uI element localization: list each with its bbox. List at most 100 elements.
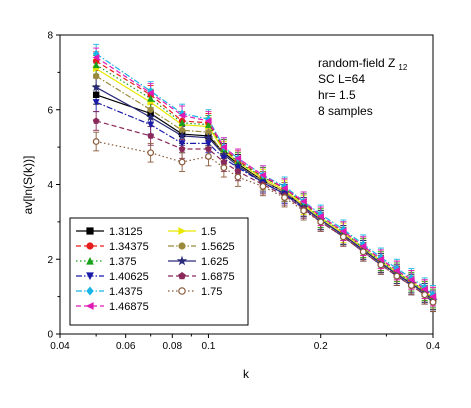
data-point-9-6 xyxy=(259,182,267,190)
data-point-10-7 xyxy=(280,184,288,192)
data-point-0-0 xyxy=(92,91,100,98)
data-point-10-15 xyxy=(420,285,428,293)
y-tick-label-0: 0 xyxy=(47,330,53,341)
data-point-10-12 xyxy=(377,255,385,263)
data-point-10-9 xyxy=(317,212,324,220)
svg-text:random-field Z12: random-field Z 12 xyxy=(318,56,408,72)
legend-marker-6 xyxy=(86,272,94,281)
legend-label-2: 1.34375 xyxy=(109,241,149,253)
x-tick-label-4: 0.2 xyxy=(314,341,328,352)
data-point-5-1 xyxy=(145,112,156,122)
series-markers xyxy=(91,49,438,306)
legend-label-1: 1.5 xyxy=(201,226,216,238)
data-point-10-5 xyxy=(234,154,242,162)
x-axis-label: k xyxy=(243,367,250,381)
x-tick-label-1: 0.06 xyxy=(116,341,136,352)
data-point-10-11 xyxy=(359,242,367,250)
annotation-line1-subscript: 12 xyxy=(398,63,407,72)
legend-marker-7 xyxy=(178,271,186,280)
data-point-9-12 xyxy=(377,261,385,269)
y-tick-label-2: 4 xyxy=(47,180,53,191)
annotation-line2: SC L=64 xyxy=(318,72,365,86)
legend-label-0: 1.3125 xyxy=(109,226,143,238)
data-point-9-11 xyxy=(359,248,367,256)
data-point-10-14 xyxy=(407,276,415,284)
data-point-10-10 xyxy=(339,227,347,235)
data-point-7-1 xyxy=(147,132,155,139)
x-tick-label-5: 0.4 xyxy=(426,341,440,352)
data-point-10-4 xyxy=(220,143,228,151)
legend: 1.3125 1.5 1.34375 1.5625 1.375 1.625 1.40625 1… xyxy=(69,217,249,326)
annotation-line4: 8 samples xyxy=(318,104,373,118)
data-point-9-5 xyxy=(234,173,242,181)
legend-label-7: 1.6875 xyxy=(201,271,235,283)
data-point-6-0 xyxy=(92,99,100,106)
data-point-6-5 xyxy=(234,164,242,172)
legend-marker-9 xyxy=(178,287,186,295)
data-point-9-2 xyxy=(178,158,186,166)
annotation-line3: hr= 1.5 xyxy=(318,88,356,102)
data-point-9-1 xyxy=(147,149,155,157)
data-point-7-0 xyxy=(92,117,100,124)
data-point-10-16 xyxy=(429,293,437,301)
annotation-block: random-field Z 12 SC L=64 hr= 1.5 8 sampl… xyxy=(318,56,408,118)
legend-marker-2 xyxy=(86,242,94,250)
data-point-6-2 xyxy=(178,140,186,148)
data-point-9-15 xyxy=(421,291,429,299)
series-line-7 xyxy=(95,120,434,303)
legend-label-3: 1.5625 xyxy=(201,241,235,253)
data-point-7-3 xyxy=(205,145,212,152)
data-point-5-3 xyxy=(203,132,214,142)
data-point-9-16 xyxy=(429,298,437,306)
legend-marker-0 xyxy=(86,227,94,235)
data-point-9-10 xyxy=(339,233,347,241)
data-point-6-3 xyxy=(204,140,212,148)
y-tick-label-4: 8 xyxy=(47,31,53,42)
legend-box xyxy=(69,217,249,326)
legend-marker-1 xyxy=(178,227,187,235)
x-ticks: 0.04 0.06 0.08 0.1 0.2 0.4 xyxy=(50,334,440,352)
data-point-7-2 xyxy=(178,145,186,152)
legend-marker-5 xyxy=(176,255,188,266)
legend-label-5: 1.625 xyxy=(201,256,229,268)
data-point-4-0 xyxy=(92,61,100,69)
series-line-8 xyxy=(95,53,434,296)
x-tick-label-3: 0.1 xyxy=(201,341,215,352)
legend-marker-8 xyxy=(86,286,94,296)
data-point-4-2 xyxy=(178,119,186,127)
data-point-10-13 xyxy=(393,267,401,274)
legend-marker-4 xyxy=(86,256,94,265)
data-point-4-3 xyxy=(204,121,212,128)
data-point-9-7 xyxy=(281,194,288,201)
legend-marker-3 xyxy=(178,242,186,250)
data-point-10-8 xyxy=(299,197,307,205)
y-axis-label: av[ln(S(k))] xyxy=(21,156,35,215)
annotation-line1: random-field Z xyxy=(318,56,395,70)
y-tick-label-3: 6 xyxy=(47,105,53,116)
data-point-9-8 xyxy=(300,207,308,215)
data-point-3-1 xyxy=(147,106,154,113)
data-point-5-2 xyxy=(177,130,187,140)
legend-label-10: 1.46875 xyxy=(109,301,149,313)
data-point-3-0 xyxy=(92,72,100,80)
data-point-5-0 xyxy=(91,82,101,92)
data-point-10-3 xyxy=(204,117,212,125)
data-point-10-6 xyxy=(259,171,267,179)
data-point-6-1 xyxy=(147,121,155,129)
data-point-9-3 xyxy=(205,153,212,160)
data-point-9-0 xyxy=(92,138,100,145)
legend-label-4: 1.375 xyxy=(109,256,137,268)
data-point-9-9 xyxy=(317,218,325,226)
y-tick-label-1: 2 xyxy=(47,255,53,266)
legend-label-9: 1.75 xyxy=(201,286,222,298)
data-point-9-4 xyxy=(220,164,228,172)
data-point-4-1 xyxy=(147,94,155,102)
legend-label-6: 1.40625 xyxy=(109,271,149,283)
series-line-4 xyxy=(95,64,434,299)
data-point-10-0 xyxy=(92,53,100,61)
legend-marker-10 xyxy=(85,302,94,310)
data-point-6-4 xyxy=(220,155,228,163)
data-point-9-13 xyxy=(393,272,401,280)
legend-label-8: 1.4375 xyxy=(109,286,143,298)
